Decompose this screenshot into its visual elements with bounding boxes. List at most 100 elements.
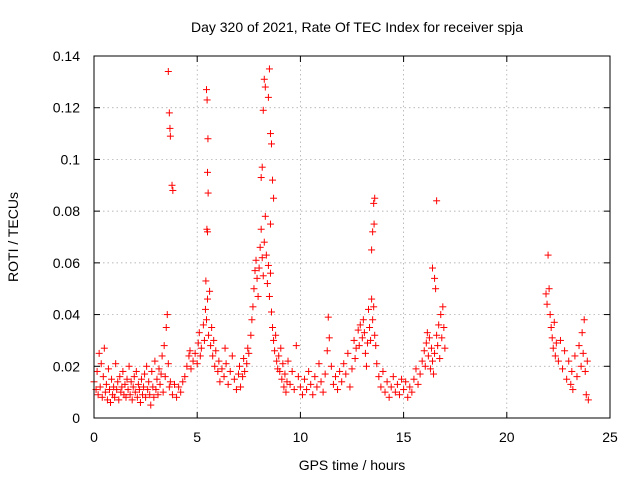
y-tick-label: 0.1 (61, 151, 81, 167)
data-point (100, 344, 108, 352)
data-point (354, 326, 362, 334)
data-point (258, 163, 266, 171)
y-tick-label: 0.06 (53, 255, 80, 271)
data-point (202, 316, 210, 324)
data-point (305, 367, 313, 375)
data-point (215, 357, 223, 365)
data-point (546, 311, 554, 319)
data-point (366, 324, 374, 331)
data-point (542, 290, 550, 298)
x-tick-label: 10 (293, 429, 309, 445)
x-tick-label: 0 (90, 429, 98, 445)
data-point (319, 388, 327, 396)
data-point (175, 383, 183, 391)
data-point (329, 380, 337, 388)
data-point (94, 391, 102, 399)
x-tick-label: 5 (193, 429, 201, 445)
data-point (428, 264, 436, 272)
data-point (114, 378, 122, 386)
data-point (371, 331, 379, 339)
data-point (340, 360, 348, 368)
data-point (259, 272, 267, 280)
data-point (569, 386, 577, 394)
data-point (391, 388, 399, 396)
data-point (159, 388, 167, 396)
data-point (264, 93, 272, 101)
data-point (220, 373, 228, 381)
data-point (221, 344, 229, 352)
data-point (423, 329, 431, 337)
data-point (303, 386, 311, 394)
data-point (208, 324, 216, 331)
data-point (197, 344, 205, 352)
data-point (212, 347, 220, 355)
data-point (393, 380, 401, 388)
y-tick-label: 0 (72, 410, 80, 426)
data-point (313, 383, 321, 391)
data-point (292, 342, 300, 350)
data-point (247, 331, 255, 339)
data-point (179, 378, 187, 386)
data-point (282, 388, 290, 396)
data-point (543, 300, 551, 308)
data-point (270, 194, 278, 202)
data-point (168, 181, 176, 189)
data-point (211, 362, 219, 370)
x-tick-label: 20 (499, 429, 515, 445)
data-point (181, 373, 189, 381)
data-point (241, 367, 249, 375)
data-point (408, 388, 416, 396)
data-point (276, 367, 284, 375)
data-point (307, 380, 315, 388)
data-point (108, 375, 116, 383)
data-point (561, 347, 569, 355)
data-point (102, 380, 110, 388)
data-point (286, 380, 294, 388)
data-point (440, 324, 448, 331)
data-point (95, 349, 103, 357)
data-point (338, 378, 346, 386)
data-point (226, 367, 234, 375)
data-point (160, 342, 168, 350)
x-tick-label: 25 (602, 429, 618, 445)
data-point (324, 313, 332, 321)
data-point (196, 352, 204, 360)
data-point (255, 264, 263, 272)
data-point (350, 336, 358, 344)
data-point (571, 352, 579, 360)
data-point (195, 329, 203, 337)
data-point (268, 140, 276, 148)
data-point (99, 373, 107, 381)
data-point (191, 349, 199, 357)
data-point (142, 393, 150, 401)
data-point (141, 370, 149, 378)
data-point (336, 367, 344, 375)
data-point (441, 344, 449, 352)
data-point (218, 365, 226, 373)
data-point (258, 254, 266, 262)
data-point (152, 386, 160, 394)
data-point (107, 398, 115, 406)
data-point (237, 383, 245, 391)
data-point (433, 197, 441, 205)
data-point (433, 331, 441, 339)
data-point (105, 386, 113, 394)
data-point (373, 360, 381, 368)
data-point (126, 391, 134, 399)
y-axis-label: ROTI / TECUs (5, 192, 21, 282)
data-point (404, 393, 412, 401)
data-point (135, 386, 143, 394)
data-point (140, 383, 148, 391)
data-point (554, 357, 562, 365)
data-point (424, 352, 432, 360)
data-point (202, 86, 210, 94)
data-point (334, 386, 342, 394)
data-point (200, 336, 208, 344)
data-point (253, 274, 261, 282)
data-point (280, 383, 288, 391)
data-point (410, 375, 418, 383)
data-point (323, 347, 331, 355)
data-point (260, 238, 268, 246)
data-point (244, 344, 252, 352)
